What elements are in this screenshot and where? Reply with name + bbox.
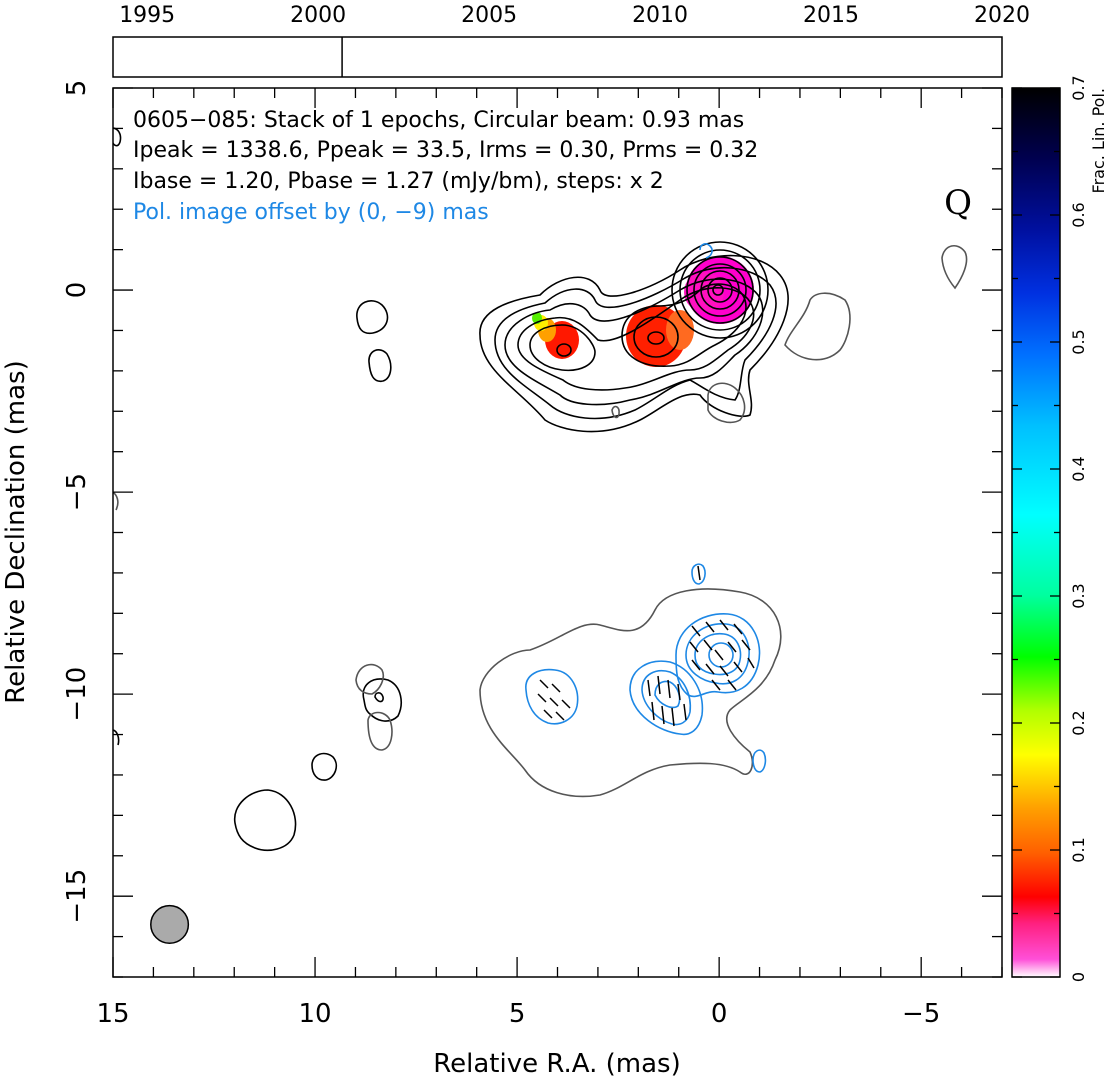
grey-contours — [113, 245, 968, 798]
timeline-tick-label: 2000 — [290, 3, 346, 28]
pol-offset-note: Pol. image offset by (0, −9) mas — [133, 200, 489, 225]
y-tick-label: 0 — [62, 282, 92, 299]
timeline-tick-label: 1995 — [119, 3, 175, 28]
timeline-tick-label: 2005 — [461, 3, 517, 28]
header-line-3: Ibase = 1.20, Pbase = 1.27 (mJy/bm), ste… — [133, 169, 664, 194]
x-tick-label: 15 — [96, 999, 129, 1029]
timeline-tick-label: 2020 — [974, 3, 1030, 28]
colorbar-tick-label: 0.4 — [1069, 456, 1088, 481]
y-tick-label: −5 — [62, 473, 92, 511]
timeline-frame — [112, 36, 1003, 78]
fractional-pol-image — [532, 256, 754, 367]
x-tick-label: 5 — [509, 999, 526, 1029]
pol-offset-outline — [479, 588, 782, 798]
header-line-1: 0605−085: Stack of 1 epochs, Circular be… — [133, 108, 744, 133]
colorbar-tick-label: 0.6 — [1069, 202, 1088, 227]
colorbar: 0 0.1 0.2 0.3 0.4 0.5 0.6 0.7 Frac. Lin. Pol. — [1011, 75, 1108, 982]
stokes-i-contours — [113, 127, 789, 851]
colorbar-tick-label: 0.3 — [1069, 583, 1088, 608]
map-panel: 15 10 5 0 −5 5 0 −5 −10 −15 0605−085: Stack of 1… — [1, 80, 1003, 1079]
timeline-strip: 1995 2000 2005 2010 2015 2020 — [112, 3, 1030, 78]
colorbar-gradient — [1012, 88, 1060, 977]
y-axis-title: Relative Declination (mas) — [1, 360, 31, 703]
header-line-2: Ipeak = 1338.6, Ppeak = 33.5, Irms = 0.3… — [133, 138, 758, 163]
band-label: Q — [944, 183, 972, 223]
timeline-tick-label: 2015 — [803, 3, 859, 28]
colorbar-tick-label: 0.7 — [1069, 75, 1088, 100]
x-tick-label: 10 — [298, 999, 331, 1029]
y-tick-label: −15 — [62, 869, 92, 924]
x-axis-title: Relative R.A. (mas) — [433, 1049, 680, 1079]
y-tick-label: 5 — [62, 80, 92, 97]
y-tick-label: −10 — [62, 667, 92, 722]
colorbar-title: Frac. Lin. Pol. — [1089, 88, 1108, 193]
colorbar-tick-label: 0.5 — [1069, 329, 1088, 354]
beam-ellipse — [150, 904, 190, 945]
colorbar-tick-label: 0.1 — [1069, 837, 1088, 862]
evpa-vectors — [537, 565, 755, 727]
x-tick-label: 0 — [711, 999, 728, 1029]
x-tick-label: −5 — [902, 999, 940, 1029]
timeline-tick-label: 2010 — [632, 3, 688, 28]
colorbar-tick-label: 0.2 — [1069, 710, 1088, 735]
colorbar-tick-label: 0 — [1069, 972, 1088, 982]
